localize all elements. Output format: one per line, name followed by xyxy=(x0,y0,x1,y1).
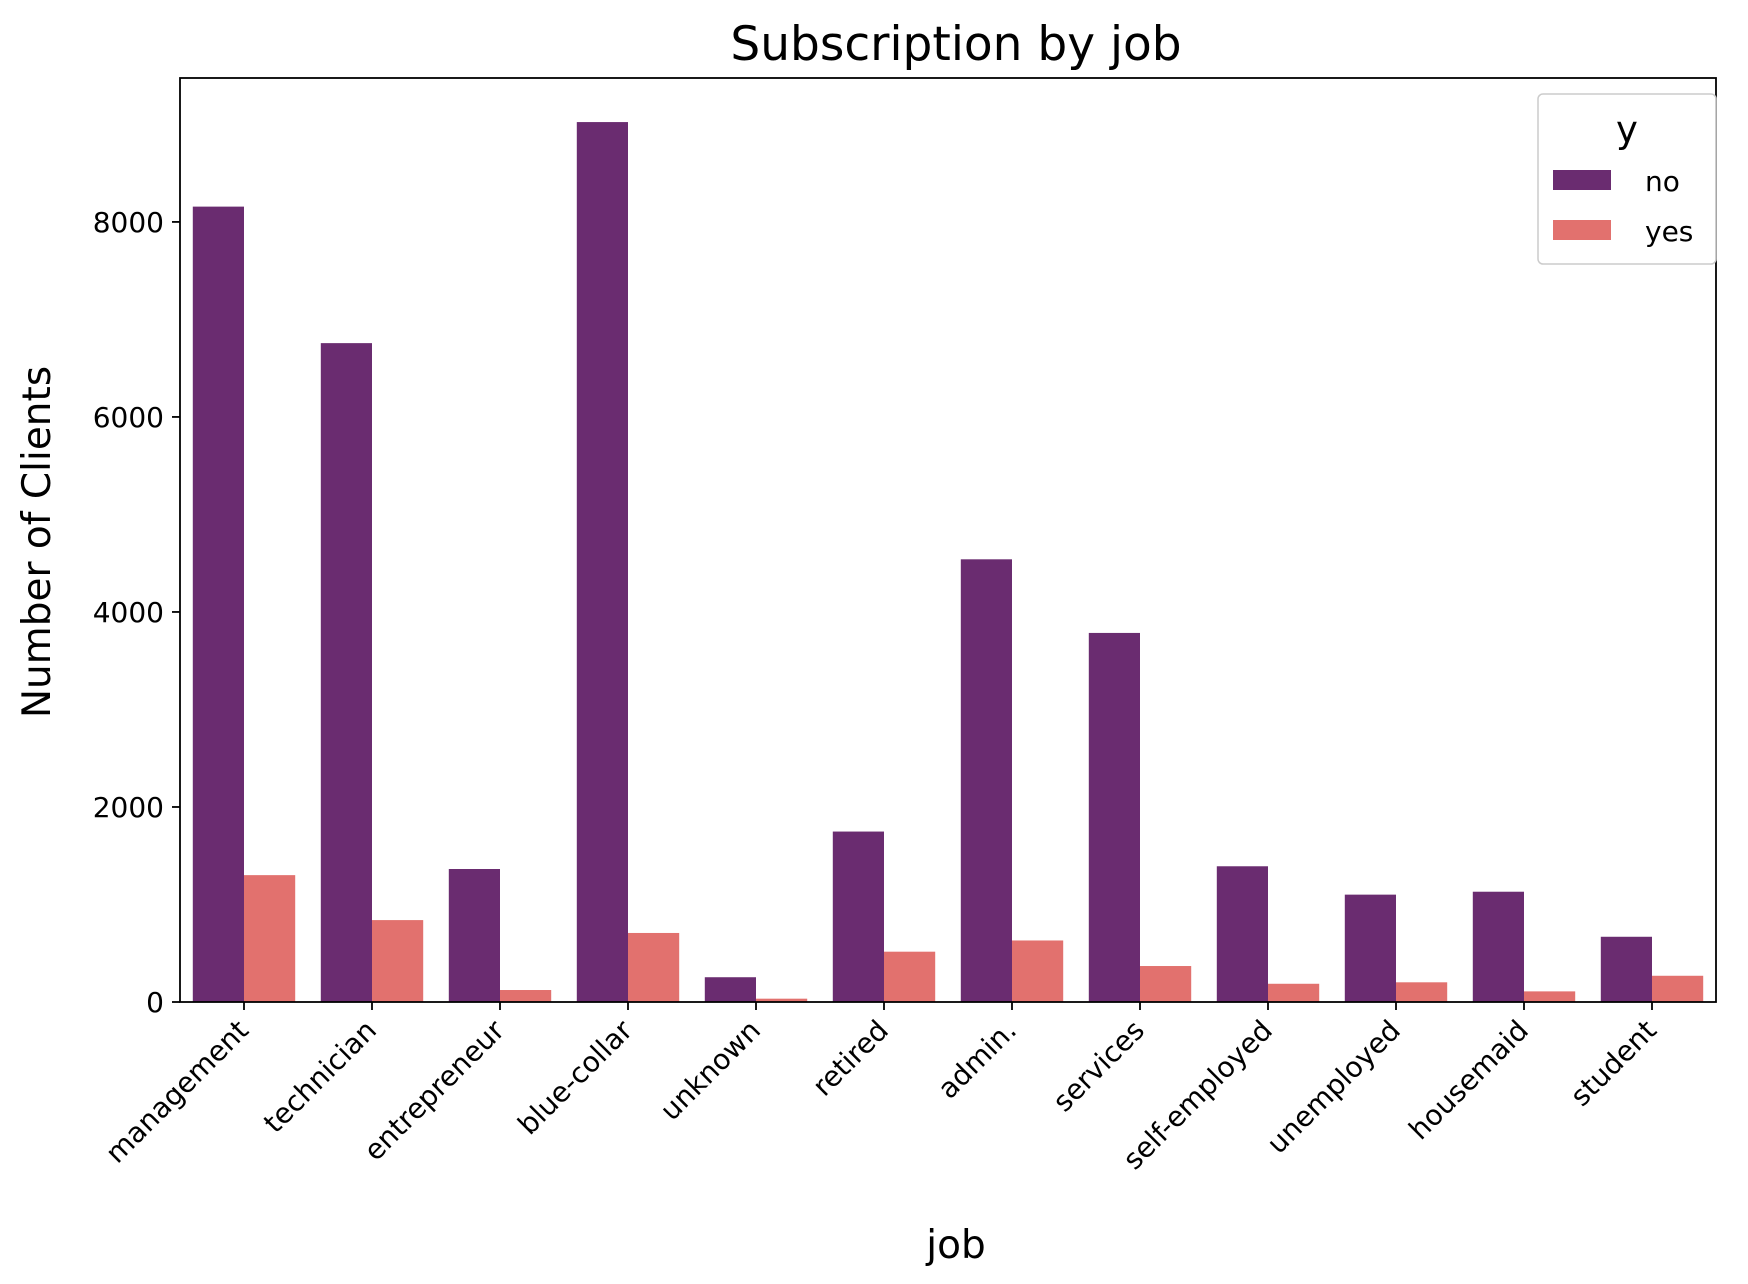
x-tick-label: retired xyxy=(806,1014,895,1103)
bar-no-admin. xyxy=(960,559,1012,1002)
bar-yes-technician xyxy=(372,920,424,1002)
x-tick-label: admin. xyxy=(931,1014,1023,1106)
legend-title: y xyxy=(1616,108,1638,151)
bar-no-entrepreneur xyxy=(448,869,500,1002)
bar-no-self-employed xyxy=(1216,866,1268,1002)
x-tick-label: unemployed xyxy=(1260,1014,1407,1161)
y-axis-ticks: 0 2000 4000 6000 8000 xyxy=(93,206,180,1019)
bar-yes-services xyxy=(1140,966,1192,1002)
bar-no-services xyxy=(1088,632,1140,1002)
x-tick-label: services xyxy=(1046,1014,1151,1119)
bar-no-retired xyxy=(832,831,884,1002)
y-tick-label: 8000 xyxy=(93,206,164,239)
bar-no-management xyxy=(192,206,244,1002)
y-axis-label: Number of Clients xyxy=(15,366,60,718)
legend-label-yes: yes xyxy=(1645,215,1693,248)
y-tick-label: 6000 xyxy=(93,401,164,434)
bar-no-housemaid xyxy=(1472,891,1524,1002)
bar-no-unemployed xyxy=(1344,894,1396,1002)
x-tick-label: student xyxy=(1564,1014,1663,1113)
bars-group xyxy=(192,122,1704,1002)
legend-label-no: no xyxy=(1645,165,1680,198)
bar-yes-self-employed xyxy=(1268,983,1320,1002)
bar-yes-student xyxy=(1652,975,1704,1002)
bar-yes-admin. xyxy=(1012,940,1064,1002)
bar-yes-unemployed xyxy=(1396,982,1448,1002)
bar-yes-unknown xyxy=(756,998,808,1002)
plot-frame xyxy=(179,77,1717,1003)
x-tick-label: blue-collar xyxy=(511,1013,639,1141)
y-tick-label: 2000 xyxy=(93,791,164,824)
bar-yes-housemaid xyxy=(1524,991,1576,1002)
x-tick-label: housemaid xyxy=(1402,1014,1535,1147)
bar-yes-blue-collar xyxy=(628,932,680,1002)
x-tick-label: management xyxy=(99,1014,255,1170)
legend-swatch-no xyxy=(1553,170,1611,190)
bar-yes-management xyxy=(244,875,296,1002)
x-tick-label: technician xyxy=(257,1014,383,1140)
bar-yes-retired xyxy=(884,951,936,1002)
bar-no-unknown xyxy=(704,977,756,1002)
bar-no-technician xyxy=(320,343,372,1002)
y-tick-label: 0 xyxy=(146,986,164,1019)
chart-title: Subscription by job xyxy=(730,17,1181,72)
x-tick-label: unknown xyxy=(654,1014,767,1127)
bar-yes-entrepreneur xyxy=(500,990,552,1002)
y-tick-label: 4000 xyxy=(93,596,164,629)
legend-swatch-yes xyxy=(1553,220,1611,240)
legend: y no yes xyxy=(1537,93,1717,265)
bar-no-blue-collar xyxy=(576,122,628,1002)
x-axis-label: job xyxy=(925,1223,985,1268)
bar-no-student xyxy=(1600,936,1652,1002)
